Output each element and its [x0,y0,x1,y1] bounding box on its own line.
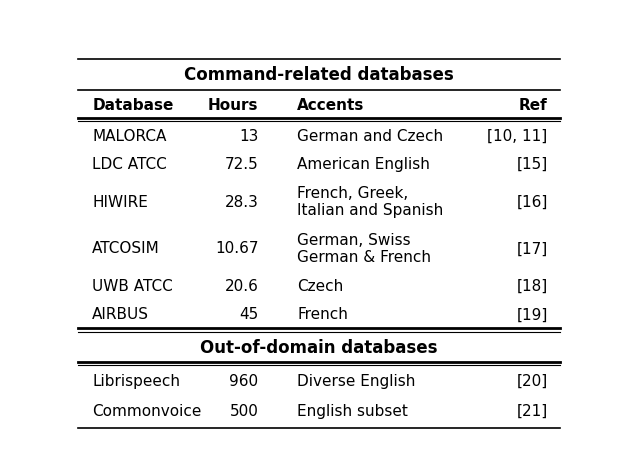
Text: UWB ATCC: UWB ATCC [92,279,173,294]
Text: [10, 11]: [10, 11] [488,129,548,144]
Text: 28.3: 28.3 [225,195,259,210]
Text: HIWIRE: HIWIRE [92,195,148,210]
Text: AIRBUS: AIRBUS [92,307,149,322]
Text: Out-of-domain databases: Out-of-domain databases [200,339,437,357]
Text: [18]: [18] [516,279,548,294]
Text: Czech: Czech [297,279,343,294]
Text: Librispeech: Librispeech [92,374,180,389]
Text: Commonvoice: Commonvoice [92,404,202,419]
Text: [20]: [20] [516,374,548,389]
Text: Database: Database [92,98,174,112]
Text: American English: American English [297,157,430,172]
Text: English subset: English subset [297,404,408,419]
Text: 500: 500 [230,404,259,419]
Text: 45: 45 [239,307,259,322]
Text: LDC ATCC: LDC ATCC [92,157,167,172]
Text: [16]: [16] [516,195,548,210]
Text: 13: 13 [239,129,259,144]
Text: German, Swiss
German & French: German, Swiss German & French [297,233,431,265]
Text: Ref: Ref [519,98,548,112]
Text: French: French [297,307,348,322]
Text: French, Greek,
Italian and Spanish: French, Greek, Italian and Spanish [297,186,443,218]
Text: MALORCA: MALORCA [92,129,167,144]
Text: Command-related databases: Command-related databases [184,66,453,84]
Text: 10.67: 10.67 [215,241,259,256]
Text: Hours: Hours [208,98,259,112]
Text: 20.6: 20.6 [225,279,259,294]
Text: ATCOSIM: ATCOSIM [92,241,160,256]
Text: German and Czech: German and Czech [297,129,443,144]
Text: 72.5: 72.5 [225,157,259,172]
Text: [21]: [21] [516,404,548,419]
Text: [19]: [19] [516,307,548,322]
Text: [17]: [17] [516,241,548,256]
Text: 960: 960 [230,374,259,389]
Text: Accents: Accents [297,98,364,112]
Text: Diverse English: Diverse English [297,374,415,389]
Text: [15]: [15] [516,157,548,172]
